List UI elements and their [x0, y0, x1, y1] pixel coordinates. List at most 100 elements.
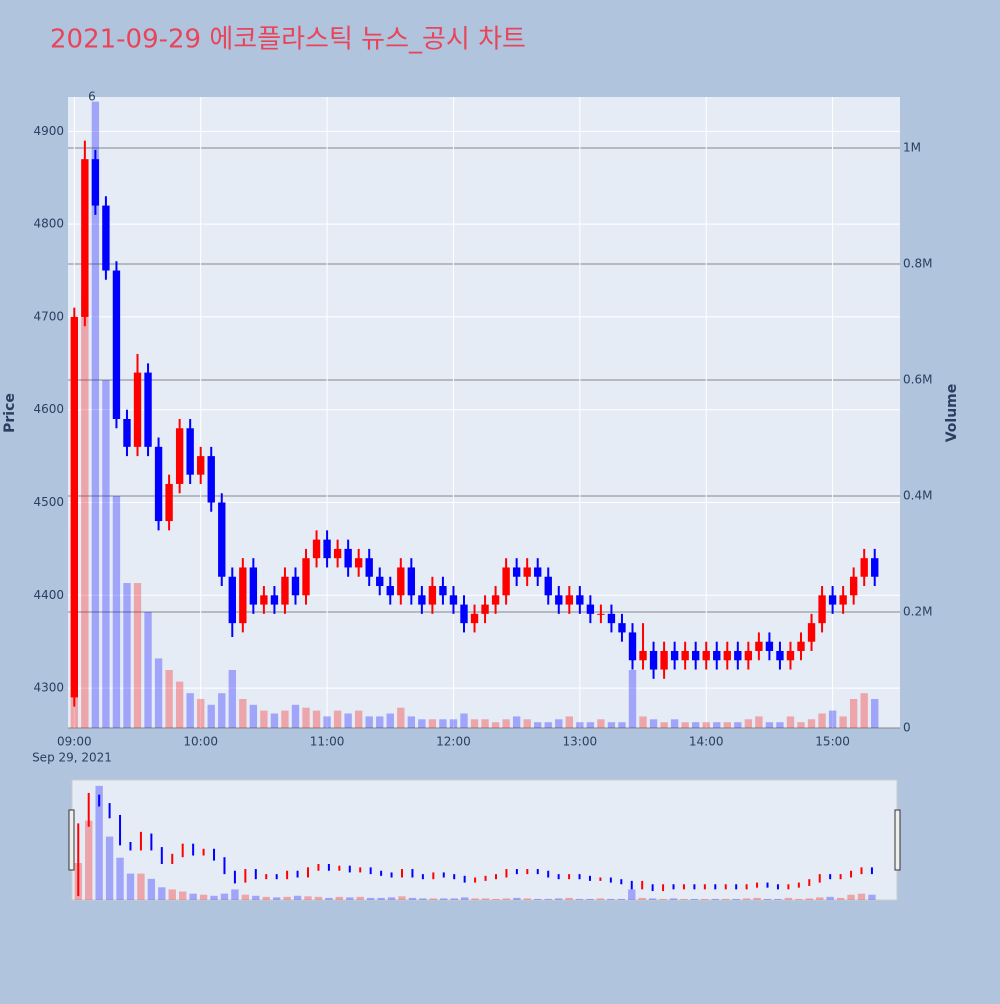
- candle-body: [260, 595, 268, 605]
- mini-volume-bar: [638, 897, 646, 900]
- range-slider[interactable]: [71, 779, 898, 901]
- candle-body: [291, 576, 300, 596]
- volume-bar: [734, 722, 742, 728]
- volume-bar: [744, 719, 753, 728]
- mini-volume-bar: [335, 896, 344, 900]
- mini-volume-bar: [293, 895, 302, 900]
- candle-body: [586, 604, 595, 614]
- mini-volume-bar: [85, 820, 93, 900]
- volume-bar: [670, 719, 679, 728]
- candle-body: [502, 567, 510, 596]
- volume-bar: [797, 722, 805, 728]
- mini-volume-bar: [158, 887, 166, 900]
- candle-body: [228, 576, 236, 624]
- mini-volume-bar: [523, 898, 532, 900]
- mini-volume-bar: [314, 896, 323, 900]
- x-tick-label: 11:00: [310, 735, 345, 749]
- volume-bar: [807, 719, 816, 728]
- candle-body: [639, 650, 647, 661]
- x-tick-label: 09:00: [57, 735, 92, 749]
- candle-body: [165, 483, 173, 522]
- mini-volume-bar: [210, 895, 218, 900]
- mini-volume-bar: [795, 898, 803, 900]
- mini-volume-bar: [147, 878, 156, 900]
- volume-bar: [165, 670, 173, 728]
- mini-volume-bar: [742, 898, 751, 900]
- volume-bar: [839, 716, 847, 728]
- mini-volume-bar: [554, 898, 563, 900]
- mini-volume-bar: [471, 898, 479, 900]
- mini-volume-bar: [137, 873, 145, 900]
- volume-bar: [607, 722, 616, 728]
- mini-volume-bar: [805, 898, 813, 900]
- candle-body: [376, 576, 384, 587]
- x-tick-label: 10:00: [183, 735, 218, 749]
- candle-body: [818, 595, 826, 624]
- candle-body: [723, 650, 731, 661]
- volume-bar: [175, 681, 184, 728]
- candle-body: [365, 558, 373, 577]
- y2-tick-label: 0.4M: [903, 489, 932, 503]
- volume-bar: [618, 722, 626, 728]
- candle-body: [470, 613, 479, 624]
- candle-body: [81, 159, 89, 317]
- plot-area: [68, 97, 900, 728]
- volume-bar: [470, 719, 479, 728]
- candle-body: [418, 595, 426, 605]
- candle-body: [102, 205, 110, 271]
- mini-volume-bar: [241, 894, 250, 900]
- mini-volume-bar: [262, 896, 270, 900]
- x-tick-label: 13:00: [563, 735, 598, 749]
- candle-body: [270, 595, 279, 605]
- candle-body: [281, 576, 289, 605]
- mini-volume-bar: [617, 898, 625, 900]
- candle-body: [397, 567, 405, 596]
- candle-body: [460, 604, 468, 624]
- mini-volume-bar: [763, 898, 772, 900]
- volume-bar: [418, 719, 426, 728]
- volume-bar: [365, 716, 373, 728]
- mini-volume-bar: [502, 898, 511, 900]
- candle-body: [207, 456, 215, 503]
- volume-bar: [860, 693, 868, 728]
- x-date-label: Sep 29, 2021: [32, 751, 112, 765]
- y2-axis-title: Volume: [944, 384, 960, 443]
- mini-volume-bar: [199, 894, 208, 900]
- y2-tick-label: 0.2M: [903, 605, 932, 619]
- candle-body: [786, 650, 795, 661]
- mini-volume-bar: [513, 897, 521, 900]
- volume-bar: [449, 719, 458, 728]
- range-handle[interactable]: [68, 809, 75, 871]
- candle-body: [755, 641, 763, 651]
- volume-bar: [386, 713, 394, 728]
- candle-body: [154, 446, 163, 522]
- y-tick-label: 4300: [33, 681, 64, 695]
- volume-bar: [565, 716, 573, 728]
- candle-body: [597, 613, 605, 615]
- mini-volume-bar: [711, 898, 719, 900]
- mini-volume-bar: [387, 897, 396, 900]
- volume-bar: [502, 719, 510, 728]
- candle-body: [776, 650, 784, 661]
- candle-body: [576, 595, 584, 605]
- range-handle[interactable]: [894, 809, 901, 871]
- candle-body: [144, 372, 152, 447]
- volume-bar: [555, 719, 563, 728]
- candle-body: [197, 456, 205, 475]
- y-tick-label: 4900: [33, 124, 64, 138]
- mini-volume-bar: [377, 897, 385, 900]
- volume-bar: [323, 716, 331, 728]
- volume-bar: [491, 722, 500, 728]
- y2-tick-label: 0.8M: [903, 257, 932, 271]
- candle-body: [555, 595, 563, 605]
- mini-volume-bar: [105, 836, 114, 900]
- volume-bar: [397, 707, 405, 728]
- y-tick-label: 4600: [33, 402, 64, 416]
- x-tick-label: 15:00: [815, 735, 850, 749]
- volume-bar: [260, 710, 268, 728]
- candle-body: [860, 558, 868, 577]
- mini-volume-bar: [252, 895, 260, 900]
- mini-volume-bar: [680, 898, 688, 900]
- chart-title: 2021-09-29 에코플라스틱 뉴스_공시 차트: [50, 25, 526, 55]
- y-axis-title: Price: [2, 393, 18, 433]
